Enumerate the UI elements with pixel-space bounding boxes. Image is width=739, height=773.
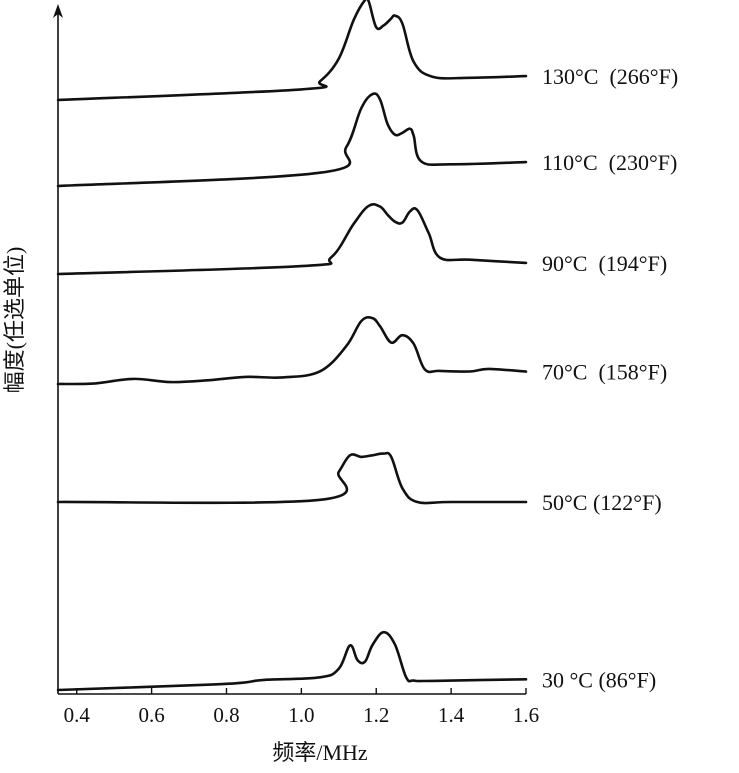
x-tick-label: 1.2 [363, 703, 389, 727]
x-tick-label: 1.0 [288, 703, 314, 727]
x-tick-label: 1.6 [513, 703, 539, 727]
axes [53, 4, 526, 695]
trace-line [56, 630, 528, 692]
x-ticks: 0.4 0.6 0.8 1.0 1.2 1.4 1.6 [64, 688, 539, 727]
y-axis-title: 幅度(任选单位) [2, 247, 27, 394]
series-label: 50°C (122°F) [542, 490, 662, 515]
trace-line [56, 451, 528, 505]
x-tick-label: 0.4 [64, 703, 91, 727]
traces [56, 0, 528, 692]
trace-line [56, 92, 528, 188]
y-axis-arrow [53, 4, 63, 18]
x-tick-label: 0.8 [213, 703, 239, 727]
x-tick-label: 1.4 [438, 703, 465, 727]
series-label: 90°C (194°F) [542, 251, 667, 276]
trace-line [56, 316, 528, 386]
trace-line [56, 0, 528, 102]
series-labels: 130°C (266°F) 110°C (230°F) 90°C (194°F) 70… [542, 64, 678, 692]
x-axis-title: 频率/MHz [272, 740, 368, 765]
series-label: 130°C (266°F) [542, 64, 678, 89]
series-label: 30 °C (86°F) [542, 667, 656, 692]
trace-line [56, 202, 528, 276]
series-label: 70°C (158°F) [542, 360, 667, 385]
x-tick-label: 0.6 [138, 703, 164, 727]
series-label: 110°C (230°F) [542, 150, 677, 175]
